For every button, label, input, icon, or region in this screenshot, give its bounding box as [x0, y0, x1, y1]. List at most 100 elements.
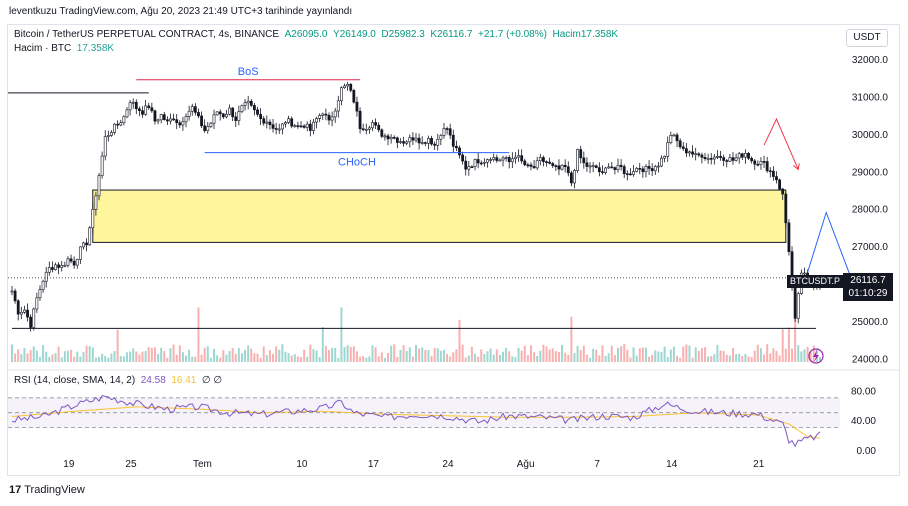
- volume-bar: [132, 348, 135, 362]
- candle-body: [566, 166, 570, 174]
- candle-body: [358, 110, 362, 130]
- volume-bar: [293, 354, 296, 362]
- tradingview-brand[interactable]: 17 TradingView: [9, 484, 85, 496]
- volume-bar: [511, 356, 514, 362]
- candle-body: [737, 153, 741, 159]
- volume-bar: [539, 350, 542, 362]
- volume-bar: [446, 353, 449, 362]
- candle-body: [706, 158, 710, 160]
- volume-bar: [710, 356, 713, 362]
- volume-bar: [731, 348, 734, 362]
- candle-body: [501, 157, 505, 161]
- candle-body: [775, 176, 778, 181]
- symbol-legend[interactable]: Bitcoin / TetherUS PERPETUAL CONTRACT, 4…: [14, 29, 618, 40]
- volume-bar: [160, 347, 163, 362]
- volume-bar: [452, 352, 455, 362]
- candle-body: [753, 160, 757, 165]
- candle-body: [684, 148, 688, 154]
- volume-bar: [390, 345, 393, 362]
- candle-body: [305, 123, 309, 128]
- volume-bar: [713, 354, 716, 362]
- volume-bar: [526, 355, 529, 362]
- candle-body: [560, 164, 564, 170]
- volume-bar: [794, 317, 797, 362]
- volume-bar: [408, 347, 411, 362]
- volume-bar: [104, 355, 107, 362]
- volume-bar: [368, 356, 371, 362]
- candle-body: [237, 111, 241, 121]
- candle-body: [476, 159, 480, 164]
- candle-body: [209, 122, 213, 127]
- candle-body: [744, 153, 747, 158]
- volume-legend[interactable]: Hacim · BTC 17.358K: [14, 43, 114, 54]
- price-tick: 27000.0: [852, 242, 889, 253]
- volume-bar: [657, 351, 660, 362]
- candle-body: [249, 100, 253, 106]
- volume-bar: [191, 356, 194, 362]
- candle-body: [253, 105, 256, 111]
- time-tick: 19: [63, 459, 75, 470]
- volume-bar: [346, 345, 349, 362]
- candle-body: [327, 114, 331, 121]
- currency-button[interactable]: USDT: [846, 29, 888, 47]
- candle-body: [110, 132, 113, 136]
- projection-path-blue: [807, 210, 852, 279]
- volume-bar: [551, 348, 554, 362]
- candle-body: [504, 157, 508, 159]
- price-tick: 31000.0: [852, 93, 889, 104]
- candle-body: [175, 119, 179, 124]
- volume-bar: [66, 350, 69, 362]
- volume-bar: [262, 346, 265, 362]
- volume-bar: [707, 356, 710, 362]
- volume-bar: [29, 350, 32, 362]
- volume-bar: [744, 354, 747, 362]
- volume-bar: [175, 354, 178, 362]
- candle-body: [765, 161, 769, 172]
- time-tick: 25: [125, 459, 137, 470]
- volume-bar: [424, 349, 427, 362]
- rsi-legend[interactable]: RSI (14, close, SMA, 14, 2) 24.58 16.41 …: [14, 375, 222, 386]
- volume-bar: [383, 357, 386, 362]
- candle-body: [122, 116, 126, 123]
- volume-bar: [91, 347, 94, 362]
- volume-bar: [94, 357, 97, 362]
- volume-bar: [791, 348, 794, 362]
- last-price-tag: 26116.7 01:10:29: [843, 273, 893, 301]
- candle-body: [414, 137, 418, 141]
- candle-body: [187, 110, 191, 117]
- candle-body: [131, 101, 135, 104]
- candle-body: [740, 153, 744, 158]
- volume-bar: [116, 329, 119, 362]
- volume-bar: [362, 356, 365, 362]
- candle-body: [330, 116, 334, 121]
- volume-label: Hacim · BTC: [14, 43, 72, 54]
- volume-bar: [222, 350, 225, 362]
- volume-bar: [225, 354, 228, 362]
- volume-bar: [769, 353, 772, 362]
- candle-body: [681, 146, 685, 149]
- volume-bar: [672, 346, 675, 362]
- volume-bar: [14, 353, 17, 362]
- candle-body: [529, 164, 533, 167]
- candle-body: [722, 157, 726, 161]
- candle-body: [377, 124, 381, 131]
- volume-bar: [63, 351, 66, 362]
- volume-bar: [178, 345, 181, 362]
- volume-bar: [256, 353, 259, 362]
- lightning-icon[interactable]: [808, 348, 824, 364]
- volume-bar: [107, 357, 110, 362]
- volume-row-value: 17.358K: [76, 43, 115, 54]
- candle-body: [576, 149, 580, 171]
- volume-bar: [604, 355, 607, 362]
- volume-bar: [775, 350, 778, 362]
- candle-body: [778, 179, 782, 190]
- candle-body: [243, 102, 247, 106]
- volume-bar: [309, 344, 312, 362]
- volume-bar: [536, 355, 539, 362]
- rsi-tick: 80.00: [851, 386, 876, 397]
- volume-bar: [11, 344, 13, 362]
- candle-body: [703, 157, 707, 159]
- volume-bar: [806, 346, 809, 362]
- candle-body: [793, 284, 797, 319]
